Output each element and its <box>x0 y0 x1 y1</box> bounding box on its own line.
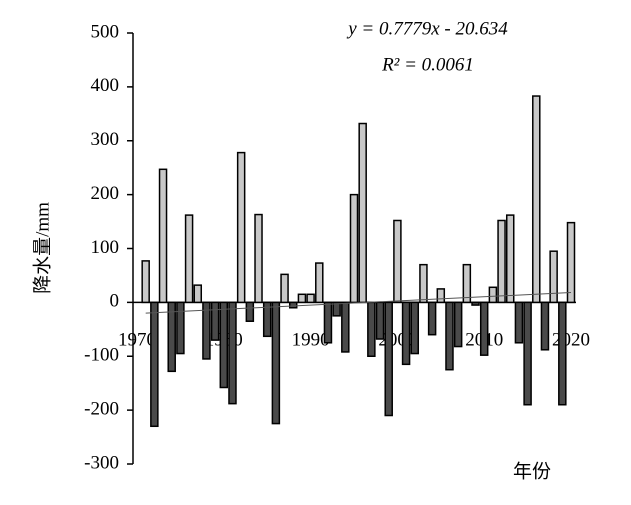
bar <box>505 214 515 304</box>
bar <box>245 301 255 322</box>
bar <box>445 301 454 371</box>
x-tick-label: 2020 <box>552 329 590 350</box>
bar <box>566 221 576 304</box>
bar <box>375 301 385 340</box>
bar <box>184 214 194 304</box>
bar <box>549 250 558 304</box>
bar <box>262 301 272 338</box>
bar <box>158 168 168 304</box>
bar <box>167 301 176 373</box>
bar <box>332 301 341 317</box>
bar <box>358 122 367 304</box>
bar <box>141 260 150 304</box>
y-tick-label: 500 <box>91 21 120 42</box>
bar <box>540 301 550 351</box>
y-tick-label: 200 <box>91 183 120 204</box>
bar <box>523 301 532 406</box>
bar <box>315 262 324 304</box>
bar <box>306 293 315 304</box>
bar <box>479 301 489 356</box>
trendline <box>145 292 572 314</box>
bar <box>254 213 263 304</box>
bar <box>401 301 411 366</box>
bar <box>419 263 428 304</box>
x-axis-label: 年份 <box>513 460 551 482</box>
y-tick-label: 0 <box>110 291 120 312</box>
y-tick-label: 300 <box>91 129 120 150</box>
bar <box>384 301 393 417</box>
bar <box>488 286 498 304</box>
bar <box>453 301 463 348</box>
bar <box>297 293 307 304</box>
bar <box>219 301 229 389</box>
bar <box>471 301 480 306</box>
bar <box>288 301 298 309</box>
bar <box>532 95 541 304</box>
bar <box>410 301 420 355</box>
bar <box>228 301 237 405</box>
bar <box>150 301 159 428</box>
bar <box>341 301 350 353</box>
y-axis-label: 降水量/mm <box>31 202 53 294</box>
bar <box>367 301 376 357</box>
bar <box>280 273 289 304</box>
y-tick-label: -300 <box>84 452 119 473</box>
y-tick-label: 400 <box>91 75 120 96</box>
bar <box>436 288 446 304</box>
bar <box>271 301 281 425</box>
bar <box>497 219 506 304</box>
x-tick-label: 1970 <box>118 329 156 350</box>
y-tick-label: -200 <box>84 398 119 419</box>
bar <box>393 219 402 304</box>
bar <box>462 263 472 304</box>
bar <box>427 301 437 336</box>
bar <box>210 301 220 341</box>
bar <box>193 284 203 304</box>
bar <box>323 301 333 344</box>
y-tick-label: -100 <box>84 345 119 366</box>
bar <box>514 301 524 344</box>
bar <box>202 301 211 360</box>
trend-r2: R² = 0.0061 <box>381 54 474 75</box>
x-tick-label: 1990 <box>292 329 330 350</box>
bar <box>236 151 246 304</box>
y-tick-label: 100 <box>91 237 120 258</box>
trend-equation: y = 0.7779x - 20.634 <box>346 18 508 39</box>
bar <box>349 193 359 304</box>
bar <box>176 301 185 355</box>
bar <box>558 301 567 406</box>
